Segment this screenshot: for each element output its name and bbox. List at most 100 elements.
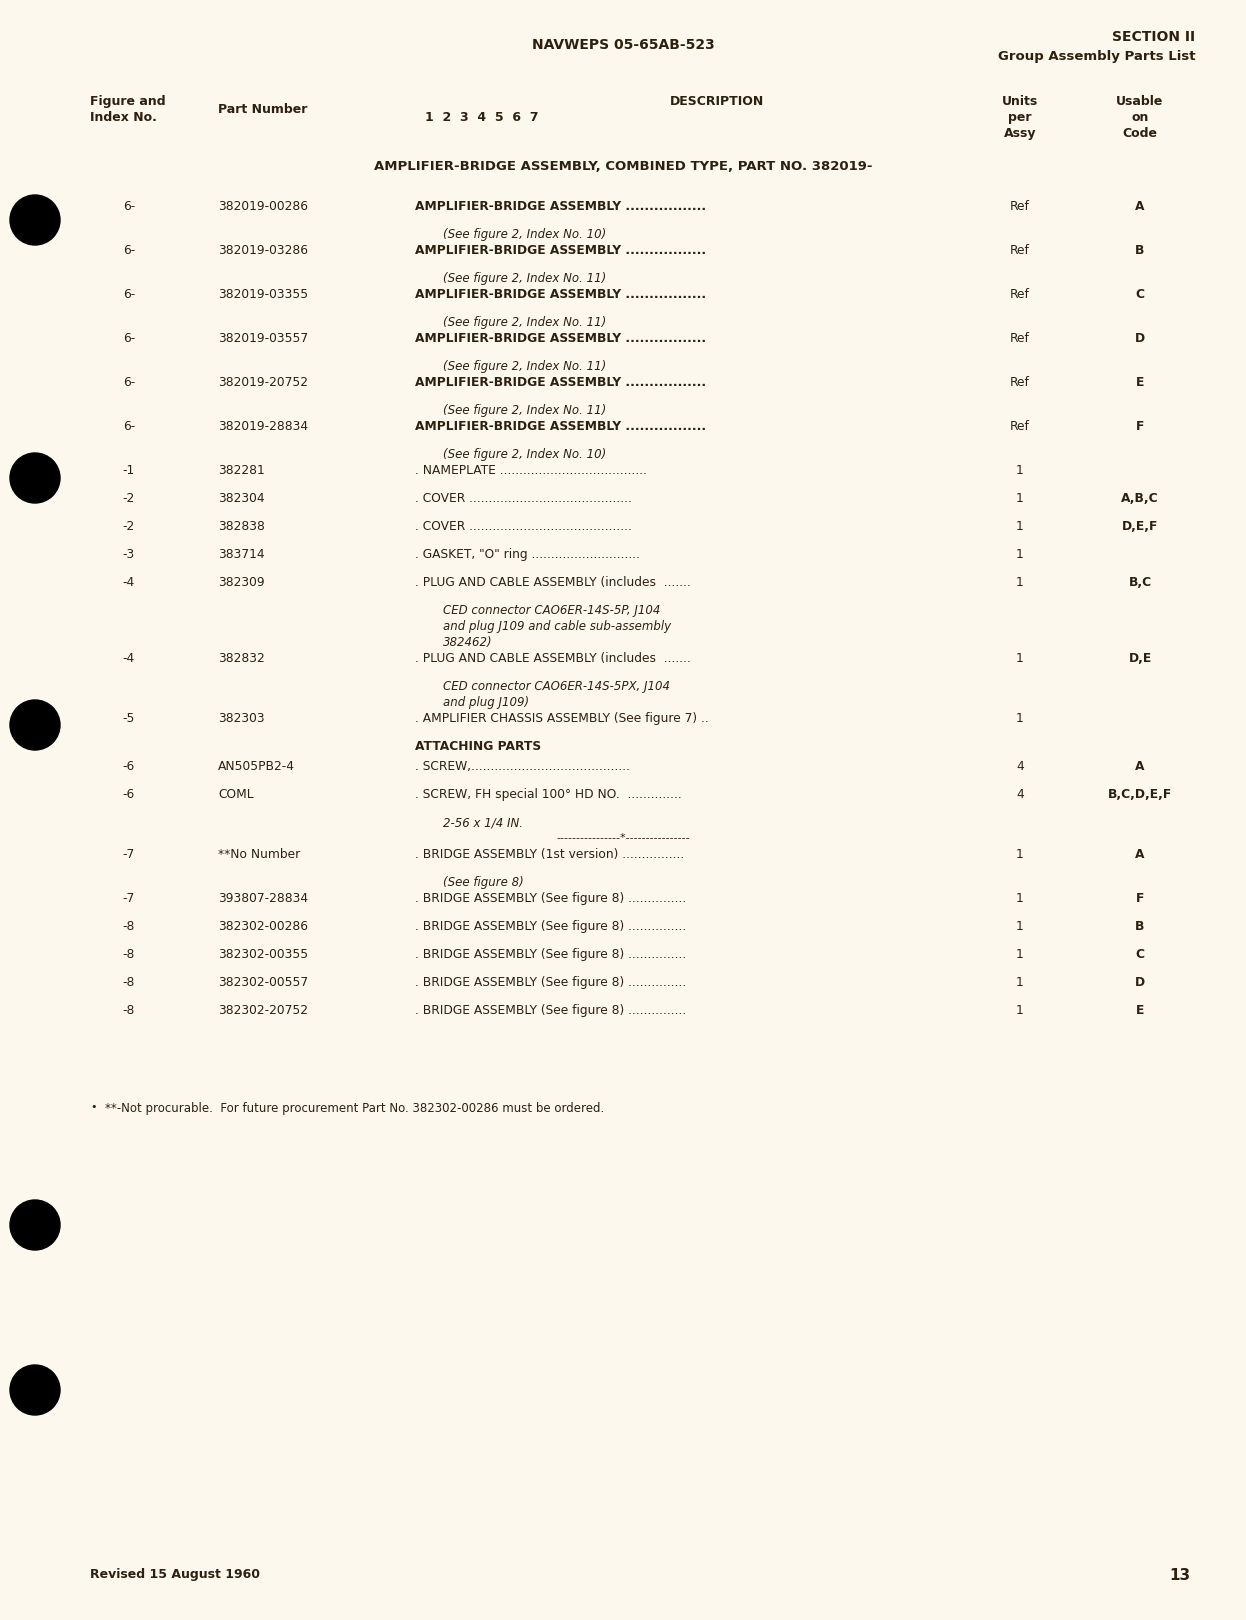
Text: . BRIDGE ASSEMBLY (See figure 8) ...............: . BRIDGE ASSEMBLY (See figure 8) .......… (415, 893, 687, 906)
Text: (See figure 8): (See figure 8) (444, 876, 523, 889)
Text: 13: 13 (1169, 1568, 1190, 1583)
Text: -6: -6 (123, 760, 135, 773)
Text: Units: Units (1002, 96, 1038, 109)
Text: 382019-03355: 382019-03355 (218, 288, 308, 301)
Text: (See figure 2, Index No. 10): (See figure 2, Index No. 10) (444, 449, 607, 462)
Text: A: A (1135, 199, 1145, 212)
Text: Ref: Ref (1011, 199, 1030, 212)
Text: 1: 1 (1017, 920, 1024, 933)
Text: per: per (1008, 112, 1032, 125)
Text: AMPLIFIER-BRIDGE ASSEMBLY, COMBINED TYPE, PART NO. 382019-: AMPLIFIER-BRIDGE ASSEMBLY, COMBINED TYPE… (374, 160, 872, 173)
Text: . BRIDGE ASSEMBLY (See figure 8) ...............: . BRIDGE ASSEMBLY (See figure 8) .......… (415, 975, 687, 988)
Text: NAVWEPS 05-65AB-523: NAVWEPS 05-65AB-523 (532, 37, 714, 52)
Text: A: A (1135, 760, 1145, 773)
Text: -8: -8 (122, 948, 135, 961)
Text: and plug J109 and cable sub-assembly: and plug J109 and cable sub-assembly (444, 620, 672, 633)
Text: E: E (1136, 376, 1144, 389)
Text: (See figure 2, Index No. 10): (See figure 2, Index No. 10) (444, 228, 607, 241)
Text: Ref: Ref (1011, 288, 1030, 301)
Text: SECTION II: SECTION II (1111, 31, 1195, 44)
Text: . SCREW, FH special 100° HD NO.  ..............: . SCREW, FH special 100° HD NO. ........… (415, 787, 682, 800)
Text: (See figure 2, Index No. 11): (See figure 2, Index No. 11) (444, 272, 607, 285)
Text: 1: 1 (1017, 1004, 1024, 1017)
Text: 1: 1 (1017, 548, 1024, 561)
Text: 6-: 6- (123, 376, 135, 389)
Text: on: on (1131, 112, 1149, 125)
Text: Usable: Usable (1116, 96, 1164, 109)
Text: 382462): 382462) (444, 637, 492, 650)
Text: -8: -8 (122, 1004, 135, 1017)
Text: 1  2  3  4  5  6  7: 1 2 3 4 5 6 7 (425, 112, 538, 125)
Text: •: • (90, 1102, 96, 1111)
Text: Ref: Ref (1011, 420, 1030, 433)
Text: B,C: B,C (1129, 577, 1151, 590)
Text: A,B,C: A,B,C (1121, 492, 1159, 505)
Text: 1: 1 (1017, 463, 1024, 476)
Text: E: E (1136, 1004, 1144, 1017)
Circle shape (10, 1366, 60, 1414)
Circle shape (10, 454, 60, 502)
Circle shape (10, 1200, 60, 1251)
Text: Ref: Ref (1011, 245, 1030, 258)
Text: and plug J109): and plug J109) (444, 697, 530, 710)
Text: F: F (1136, 893, 1144, 906)
Text: . PLUG AND CABLE ASSEMBLY (includes  .......: . PLUG AND CABLE ASSEMBLY (includes ....… (415, 577, 690, 590)
Text: . PLUG AND CABLE ASSEMBLY (includes  .......: . PLUG AND CABLE ASSEMBLY (includes ....… (415, 651, 690, 664)
Text: ATTACHING PARTS: ATTACHING PARTS (415, 740, 541, 753)
Text: Group Assembly Parts List: Group Assembly Parts List (998, 50, 1195, 63)
Text: 1: 1 (1017, 948, 1024, 961)
Text: 382302-00557: 382302-00557 (218, 975, 308, 988)
Text: -7: -7 (123, 847, 135, 860)
Text: 382019-03286: 382019-03286 (218, 245, 308, 258)
Text: AMPLIFIER-BRIDGE ASSEMBLY .................: AMPLIFIER-BRIDGE ASSEMBLY ..............… (415, 288, 706, 301)
Text: (See figure 2, Index No. 11): (See figure 2, Index No. 11) (444, 316, 607, 329)
Text: . COVER ..........................................: . COVER ................................… (415, 520, 632, 533)
Text: 382304: 382304 (218, 492, 264, 505)
Text: 6-: 6- (123, 288, 135, 301)
Text: -2: -2 (123, 492, 135, 505)
Text: . NAMEPLATE ......................................: . NAMEPLATE ............................… (415, 463, 647, 476)
Text: 1: 1 (1017, 651, 1024, 664)
Text: 1: 1 (1017, 975, 1024, 988)
Text: -8: -8 (122, 975, 135, 988)
Text: 4: 4 (1017, 787, 1024, 800)
Text: 6-: 6- (123, 245, 135, 258)
Text: . BRIDGE ASSEMBLY (See figure 8) ...............: . BRIDGE ASSEMBLY (See figure 8) .......… (415, 948, 687, 961)
Text: D: D (1135, 332, 1145, 345)
Text: -3: -3 (123, 548, 135, 561)
Text: (See figure 2, Index No. 11): (See figure 2, Index No. 11) (444, 360, 607, 373)
Text: 4: 4 (1017, 760, 1024, 773)
Text: ----------------*----------------: ----------------*---------------- (556, 833, 690, 842)
Text: 382309: 382309 (218, 577, 264, 590)
Text: 383714: 383714 (218, 548, 264, 561)
Text: COML: COML (218, 787, 254, 800)
Text: 382019-28834: 382019-28834 (218, 420, 308, 433)
Text: AMPLIFIER-BRIDGE ASSEMBLY .................: AMPLIFIER-BRIDGE ASSEMBLY ..............… (415, 376, 706, 389)
Text: 382019-03557: 382019-03557 (218, 332, 308, 345)
Text: . SCREW,.........................................: . SCREW,................................… (415, 760, 630, 773)
Text: 2-56 x 1/4 IN.: 2-56 x 1/4 IN. (444, 816, 523, 829)
Text: . BRIDGE ASSEMBLY (See figure 8) ...............: . BRIDGE ASSEMBLY (See figure 8) .......… (415, 920, 687, 933)
Text: 382281: 382281 (218, 463, 264, 476)
Text: -7: -7 (123, 893, 135, 906)
Circle shape (10, 700, 60, 750)
Text: Figure and: Figure and (90, 96, 166, 109)
Text: -4: -4 (123, 577, 135, 590)
Text: A: A (1135, 847, 1145, 860)
Text: DESCRIPTION: DESCRIPTION (670, 96, 764, 109)
Text: B: B (1135, 245, 1145, 258)
Text: **No Number: **No Number (218, 847, 300, 860)
Text: 6-: 6- (123, 332, 135, 345)
Text: -6: -6 (123, 787, 135, 800)
Text: . BRIDGE ASSEMBLY (See figure 8) ...............: . BRIDGE ASSEMBLY (See figure 8) .......… (415, 1004, 687, 1017)
Text: CED connector CAO6ER-14S-5P, J104: CED connector CAO6ER-14S-5P, J104 (444, 604, 660, 617)
Text: B: B (1135, 920, 1145, 933)
Text: 393807-28834: 393807-28834 (218, 893, 308, 906)
Text: Ref: Ref (1011, 376, 1030, 389)
Text: 1: 1 (1017, 492, 1024, 505)
Text: 1: 1 (1017, 847, 1024, 860)
Text: F: F (1136, 420, 1144, 433)
Text: 382303: 382303 (218, 713, 264, 726)
Text: AMPLIFIER-BRIDGE ASSEMBLY .................: AMPLIFIER-BRIDGE ASSEMBLY ..............… (415, 199, 706, 212)
Text: 1: 1 (1017, 577, 1024, 590)
